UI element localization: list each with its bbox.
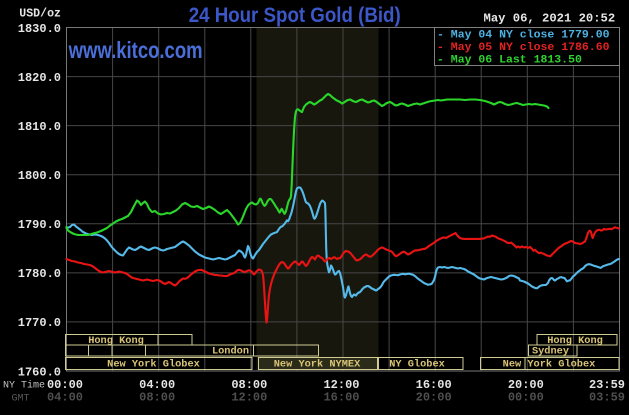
svg-text:04:00: 04:00 xyxy=(47,391,83,405)
svg-text:00:00: 00:00 xyxy=(508,391,544,405)
svg-text:16:00: 16:00 xyxy=(416,378,452,392)
svg-text:- May 04 NY close 1779.00: - May 04 NY close 1779.00 xyxy=(437,30,610,42)
svg-text:New York NYMEX: New York NYMEX xyxy=(274,359,361,371)
svg-text:www.kitco.com: www.kitco.com xyxy=(68,37,203,63)
svg-text:04:00: 04:00 xyxy=(139,378,175,392)
svg-text:Hong Kong: Hong Kong xyxy=(547,335,603,347)
svg-text:12:00: 12:00 xyxy=(323,378,359,392)
svg-text:NY Globex: NY Globex xyxy=(389,359,445,371)
svg-text:NY Time: NY Time xyxy=(3,379,45,391)
svg-text:16:00: 16:00 xyxy=(323,391,359,405)
svg-text:New York Globex: New York Globex xyxy=(107,359,200,371)
svg-text:08:00: 08:00 xyxy=(231,378,267,392)
svg-text:08:00: 08:00 xyxy=(139,391,175,405)
svg-text:New York Globex: New York Globex xyxy=(503,359,596,371)
svg-text:GMT: GMT xyxy=(12,394,30,405)
svg-text:1820.0: 1820.0 xyxy=(18,71,61,85)
svg-text:1770.0: 1770.0 xyxy=(18,316,61,330)
svg-text:London: London xyxy=(212,346,249,358)
svg-text:Hong Kong: Hong Kong xyxy=(88,335,144,347)
svg-text:20:00: 20:00 xyxy=(416,391,452,405)
svg-text:USD/oz: USD/oz xyxy=(19,8,61,21)
svg-text:00:00: 00:00 xyxy=(47,378,83,392)
svg-text:May 06, 2021 20:52: May 06, 2021 20:52 xyxy=(484,12,616,26)
svg-text:1790.0: 1790.0 xyxy=(18,218,61,232)
svg-text:1830.0: 1830.0 xyxy=(18,22,61,36)
svg-text:Sydney: Sydney xyxy=(532,346,569,358)
svg-text:1780.0: 1780.0 xyxy=(18,267,61,281)
svg-text:1810.0: 1810.0 xyxy=(18,120,61,134)
svg-text:1800.0: 1800.0 xyxy=(18,169,61,183)
svg-text:- May 05 NY close 1786.60: - May 05 NY close 1786.60 xyxy=(437,42,610,54)
svg-text:24 Hour Spot Gold (Bid): 24 Hour Spot Gold (Bid) xyxy=(189,3,401,27)
svg-text:1760.0: 1760.0 xyxy=(18,365,61,379)
svg-text:- May 06 Last 1813.50: - May 06 Last 1813.50 xyxy=(437,55,582,67)
svg-text:20:00: 20:00 xyxy=(508,378,544,392)
svg-text:12:00: 12:00 xyxy=(231,391,267,405)
svg-text:03:59: 03:59 xyxy=(589,391,625,405)
svg-text:23:59: 23:59 xyxy=(589,378,625,392)
